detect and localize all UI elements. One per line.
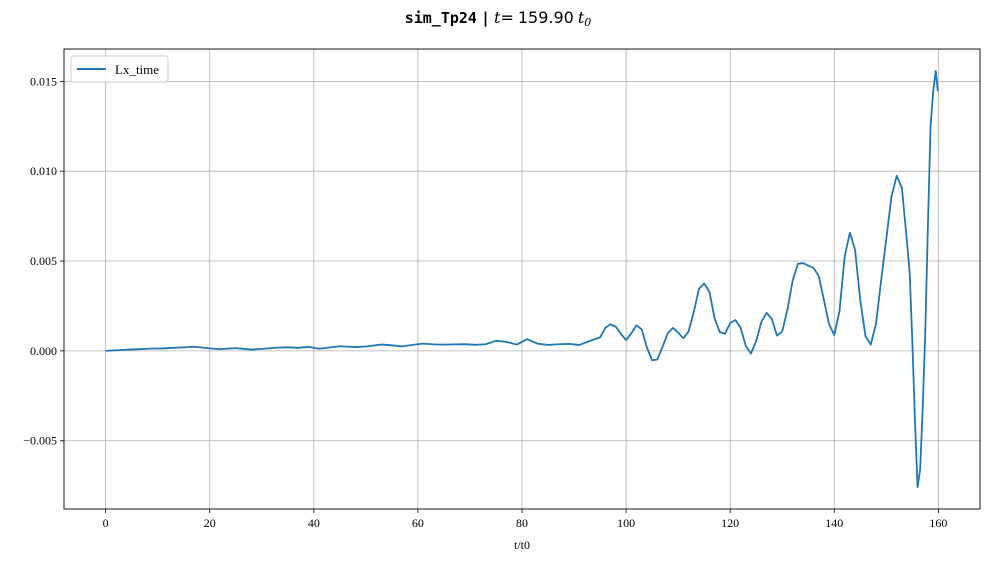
grid xyxy=(64,49,980,509)
figure-title: sim_Tp24 | t= 159.90 t0 xyxy=(0,8,996,29)
legend-label-lx-time: Lx_time xyxy=(115,62,159,77)
axis-ticks: 0 20 40 60 80 100 120 140 160 −0.005 0.000 0.005 0.0… xyxy=(23,74,947,530)
title-separator: | xyxy=(480,9,490,27)
series-layer xyxy=(105,70,939,488)
legend-box xyxy=(70,55,169,83)
title-t-symbol: t xyxy=(494,8,501,27)
title-equals: = xyxy=(500,8,514,27)
legend: Lx_time xyxy=(70,55,169,83)
x-tick-label: 0 xyxy=(103,516,109,530)
x-tick-label: 120 xyxy=(721,516,739,530)
x-tick-label: 160 xyxy=(929,516,947,530)
x-axis-label: t/t0 xyxy=(514,538,530,552)
y-tick-label: 0.000 xyxy=(30,344,57,358)
y-tick-label: 0.015 xyxy=(30,74,57,88)
x-tick-label: 20 xyxy=(204,516,216,530)
x-tick-label: 80 xyxy=(516,516,528,530)
title-run-name: sim_Tp24 xyxy=(404,9,477,27)
y-tick-label: 0.010 xyxy=(30,164,57,178)
x-tick-label: 140 xyxy=(825,516,843,530)
title-t0-symbol: t xyxy=(577,8,585,27)
series-line-lx-time xyxy=(105,70,939,488)
y-tick-label: −0.005 xyxy=(23,434,57,448)
title-time-value: 159.90 xyxy=(517,8,574,27)
x-tick-label: 100 xyxy=(617,516,635,530)
title-t0-subscript: 0 xyxy=(584,16,592,29)
y-tick-label: 0.005 xyxy=(30,254,57,268)
x-tick-label: 60 xyxy=(412,516,424,530)
x-tick-label: 40 xyxy=(308,516,320,530)
